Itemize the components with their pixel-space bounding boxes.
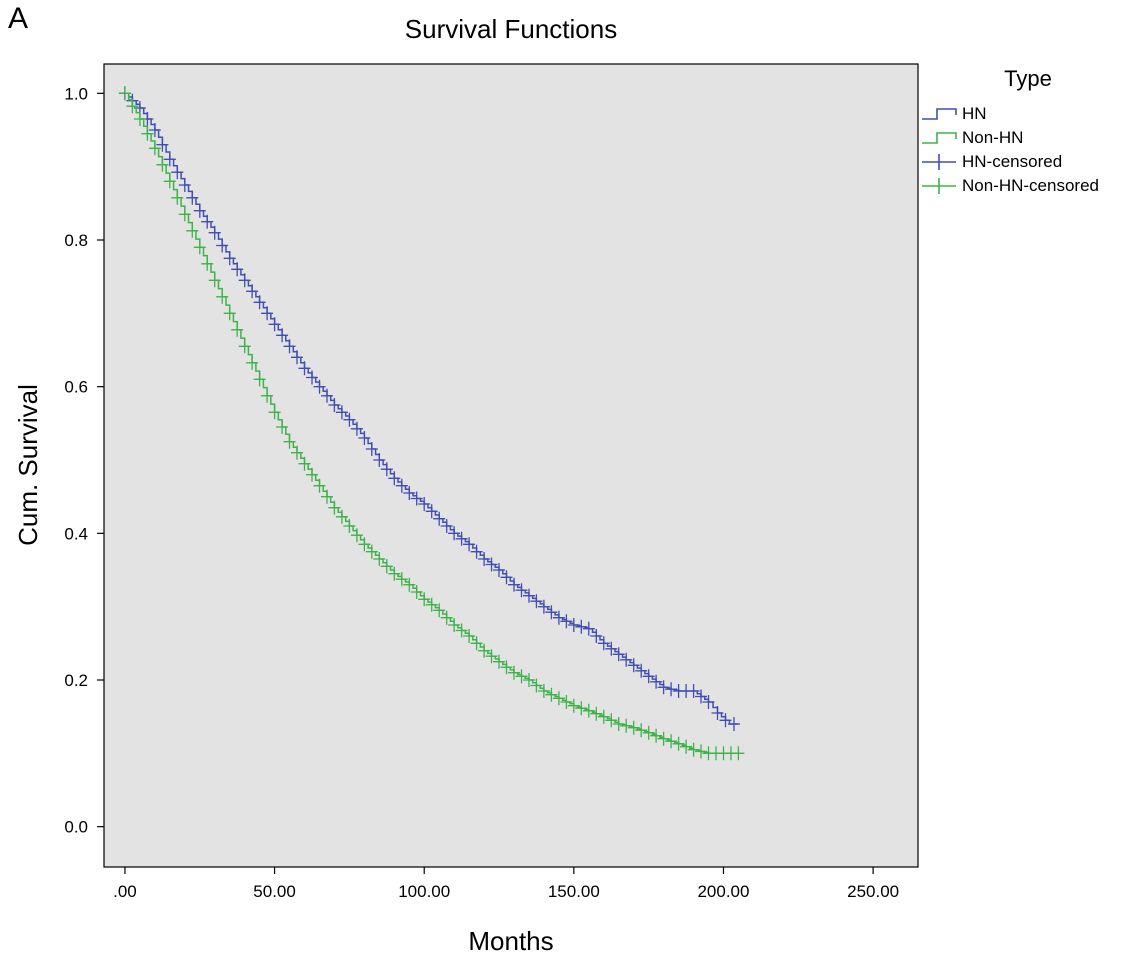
y-tick-label: 0.6 (64, 378, 88, 397)
x-tick-label: 100.00 (398, 882, 450, 901)
x-tick-label: 150.00 (548, 882, 600, 901)
legend-swatch-step-green (922, 132, 957, 144)
legend-label-hn: HN (962, 104, 987, 123)
y-tick-label: 0.2 (64, 671, 88, 690)
censor-crosses (118, 86, 745, 761)
y-tick-label: 1.0 (64, 84, 88, 103)
x-tick-label: .00 (113, 882, 137, 901)
legend-item-non-hn: Non-HN (918, 126, 1146, 150)
legend-label-non-hn: Non-HN (962, 128, 1024, 147)
series-layer (118, 86, 745, 761)
censor-marks-non-hn (118, 86, 745, 761)
y-axis-label: Cum. Survival (13, 384, 43, 546)
legend-title: Type (1004, 66, 1052, 91)
x-axis: .00 50.00 100.00 150.00 200.00 250.00 (113, 867, 899, 901)
legend-swatch-cross-blue (922, 154, 956, 170)
y-tick-label: 0.0 (64, 818, 88, 837)
legend: Type HN Non-HN HN-censored Non-HN-censor… (918, 66, 1146, 198)
y-axis: 0.0 0.2 0.4 0.6 0.8 1.0 (64, 84, 104, 837)
legend-label-non-hn-censored: Non-HN-censored (962, 176, 1099, 195)
y-tick-label: 0.4 (64, 524, 88, 543)
chart-title: Survival Functions (404, 14, 618, 44)
legend-swatch-cross-green (922, 178, 956, 194)
x-axis-label: Months (468, 926, 553, 956)
plot-area (103, 63, 919, 868)
y-tick-label: 0.8 (64, 231, 88, 250)
x-tick-label: 50.00 (253, 882, 296, 901)
legend-item-non-hn-censored: Non-HN-censored (918, 174, 1146, 198)
panel-label: A (8, 2, 29, 35)
legend-swatch-step-blue (922, 108, 957, 120)
x-tick-label: 200.00 (697, 882, 749, 901)
legend-item-hn-censored: HN-censored (918, 150, 1146, 174)
x-tick-label: 250.00 (847, 882, 899, 901)
legend-label-hn-censored: HN-censored (962, 152, 1063, 171)
legend-item-hn: HN (918, 102, 1146, 126)
